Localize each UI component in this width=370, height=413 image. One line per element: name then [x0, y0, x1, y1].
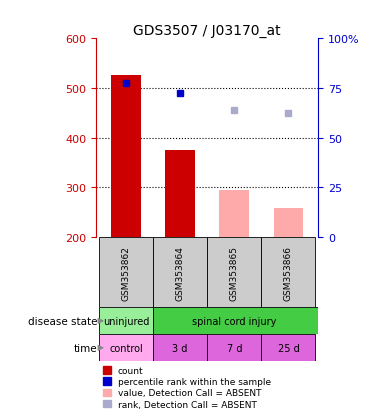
Bar — [207, 335, 261, 361]
Text: 3 d: 3 d — [172, 343, 188, 353]
Bar — [99, 335, 153, 361]
Text: disease state: disease state — [28, 316, 97, 326]
Bar — [261, 335, 316, 361]
Text: GSM353862: GSM353862 — [121, 245, 131, 300]
Bar — [165, 151, 195, 237]
Text: uninjured: uninjured — [103, 316, 149, 326]
Text: 25 d: 25 d — [278, 343, 299, 353]
Bar — [273, 209, 303, 237]
Text: GSM353866: GSM353866 — [284, 245, 293, 300]
Bar — [153, 308, 318, 335]
Legend: count, percentile rank within the sample, value, Detection Call = ABSENT, rank, : count, percentile rank within the sample… — [101, 364, 273, 411]
Text: 7 d: 7 d — [226, 343, 242, 353]
Bar — [153, 335, 207, 361]
Text: GSM353864: GSM353864 — [176, 245, 185, 300]
Bar — [261, 237, 316, 308]
Bar — [153, 237, 207, 308]
Bar — [111, 76, 141, 237]
Text: time: time — [74, 343, 97, 353]
Bar — [219, 190, 249, 237]
Text: spinal cord injury: spinal cord injury — [192, 316, 276, 326]
Bar — [207, 237, 261, 308]
Bar — [99, 237, 153, 308]
Title: GDS3507 / J03170_at: GDS3507 / J03170_at — [134, 24, 281, 38]
Text: GSM353865: GSM353865 — [230, 245, 239, 300]
Text: control: control — [109, 343, 143, 353]
Bar — [99, 308, 153, 335]
